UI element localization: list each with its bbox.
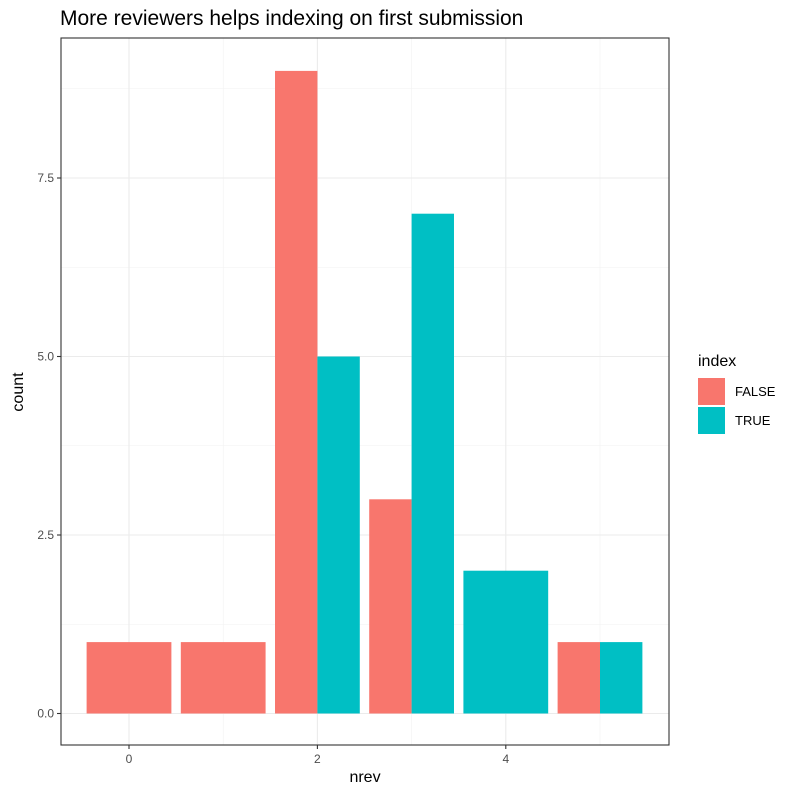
y-tick-label: 0.0 bbox=[37, 707, 54, 721]
bar-true-x2 bbox=[317, 356, 360, 714]
plot-panel bbox=[61, 38, 669, 745]
legend: index FALSE TRUE bbox=[698, 353, 776, 434]
bar-true-x3 bbox=[411, 213, 454, 714]
bar-false-x0 bbox=[86, 642, 172, 714]
bar-false-x2 bbox=[275, 70, 318, 714]
legend-label-false: FALSE bbox=[735, 384, 776, 399]
legend-key-true bbox=[698, 407, 725, 434]
x-axis-title: nrev bbox=[349, 769, 380, 786]
bar-false-x5 bbox=[557, 642, 600, 714]
x-tick-label: 0 bbox=[126, 752, 133, 766]
legend-label-true: TRUE bbox=[735, 413, 771, 428]
y-tick-label: 7.5 bbox=[37, 171, 54, 185]
x-tick-label: 4 bbox=[502, 752, 509, 766]
y-tick-label: 2.5 bbox=[37, 528, 54, 542]
bar-false-x3 bbox=[369, 499, 412, 714]
axes: 0.0 2.5 5.0 7.5 0 2 4 bbox=[37, 37, 670, 766]
y-tick-label: 5.0 bbox=[37, 350, 54, 364]
bar-false-x1 bbox=[180, 642, 266, 714]
bar-true-x5 bbox=[600, 642, 643, 714]
legend-key-false bbox=[698, 378, 725, 405]
legend-title: index bbox=[698, 353, 736, 370]
y-axis-title: count bbox=[10, 372, 27, 412]
chart-title: More reviewers helps indexing on first s… bbox=[60, 7, 523, 30]
x-tick-label: 2 bbox=[314, 752, 321, 766]
plot-background bbox=[61, 38, 669, 745]
bars bbox=[86, 70, 643, 714]
plot-border bbox=[60, 37, 670, 746]
bar-true-x4 bbox=[463, 570, 549, 714]
